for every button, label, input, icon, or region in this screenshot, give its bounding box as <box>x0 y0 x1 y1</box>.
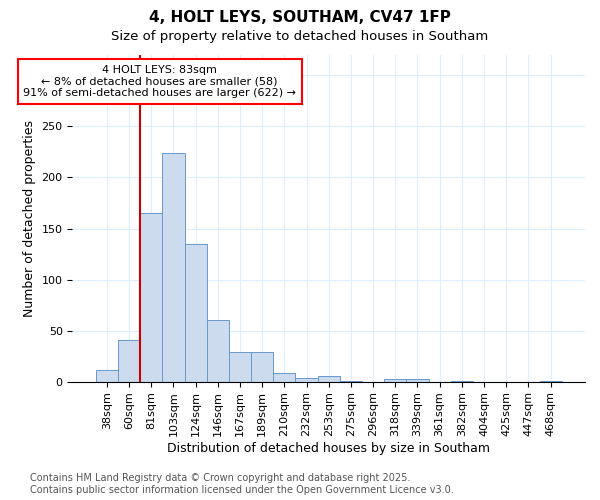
Bar <box>118 340 140 382</box>
Text: 4, HOLT LEYS, SOUTHAM, CV47 1FP: 4, HOLT LEYS, SOUTHAM, CV47 1FP <box>149 10 451 25</box>
Bar <box>317 376 340 382</box>
Bar <box>206 320 229 382</box>
Bar <box>384 378 406 382</box>
Bar <box>163 153 185 382</box>
Bar <box>451 380 473 382</box>
Bar <box>295 378 317 382</box>
Text: Contains HM Land Registry data © Crown copyright and database right 2025.
Contai: Contains HM Land Registry data © Crown c… <box>30 474 454 495</box>
Bar <box>185 244 206 382</box>
Bar <box>273 374 295 382</box>
Bar <box>340 380 362 382</box>
Bar <box>96 370 118 382</box>
Bar <box>251 352 273 382</box>
X-axis label: Distribution of detached houses by size in Southam: Distribution of detached houses by size … <box>167 442 490 455</box>
Bar <box>406 378 428 382</box>
Text: 4 HOLT LEYS: 83sqm
← 8% of detached houses are smaller (58)
91% of semi-detached: 4 HOLT LEYS: 83sqm ← 8% of detached hous… <box>23 65 296 98</box>
Bar <box>229 352 251 382</box>
Y-axis label: Number of detached properties: Number of detached properties <box>23 120 36 317</box>
Bar <box>539 380 562 382</box>
Text: Size of property relative to detached houses in Southam: Size of property relative to detached ho… <box>112 30 488 43</box>
Bar <box>140 213 163 382</box>
